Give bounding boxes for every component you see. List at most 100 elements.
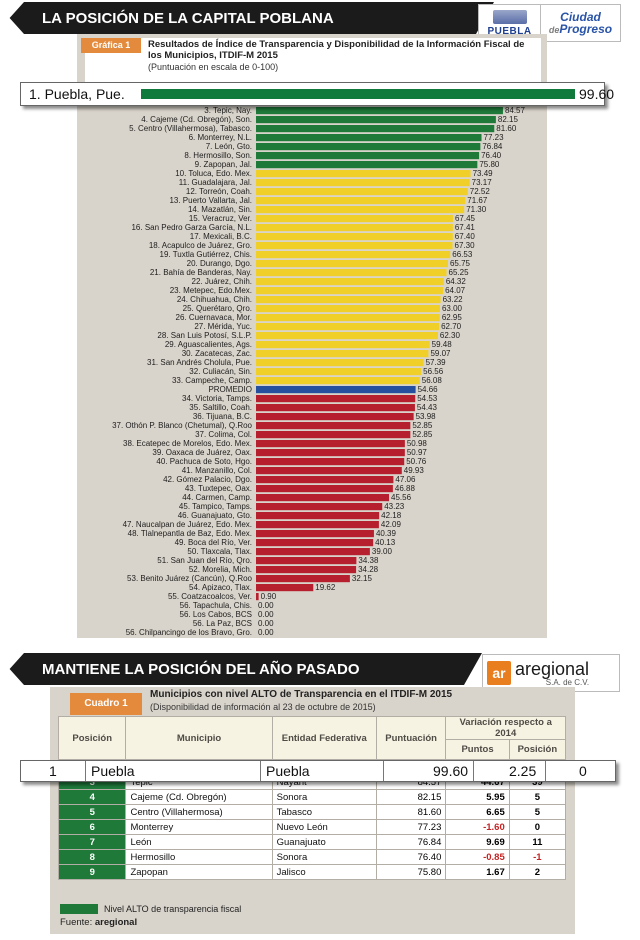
- bar-26: [256, 314, 440, 322]
- category-label: 38. Ecatepec de Morelos, Edo. Mex.: [123, 439, 252, 448]
- highlight-puebla-row: 1 Puebla Puebla 99.60 2.25 0: [20, 760, 616, 782]
- value-label: 54.43: [417, 403, 438, 412]
- bar-53: [256, 557, 357, 565]
- value-label: 71.30: [466, 205, 487, 214]
- bar-41: [256, 449, 405, 457]
- table-subtitle: (Disponibilidad de información al 23 de …: [150, 702, 376, 712]
- row-posicion: 5: [508, 789, 567, 805]
- category-label: 18. Acapulco de Juárez, Gro.: [149, 241, 252, 250]
- bar-17: [256, 233, 453, 241]
- bar-9: [256, 161, 478, 169]
- aregional-logo: ar aregional S.A. de C.V.: [482, 654, 620, 692]
- bar-45: [256, 485, 393, 493]
- row-pos: 5: [57, 804, 127, 820]
- table-row: 5 Centro (Villahermosa) Tabasco 81.60 6.65 5: [57, 804, 567, 820]
- col-posicion-var: Posición: [508, 739, 567, 760]
- city-seal-icon: [492, 9, 527, 24]
- bar-38: [256, 422, 411, 430]
- category-label: 4. Cajeme (Cd. Obregón), Son.: [141, 115, 252, 124]
- category-label: 28. San Luis Potosí, S.L.P.: [157, 331, 252, 340]
- col-variacion: Variación respecto a 2014: [445, 716, 566, 740]
- category-label: 34. Victoria, Tamps.: [182, 394, 252, 403]
- col-entidad: Entidad Federativa: [271, 716, 377, 760]
- category-label: 42. Gómez Palacio, Dgo.: [163, 475, 252, 484]
- section-banner-bottom: MANTIENE LA POSICIÓN DEL AÑO PASADO: [0, 653, 482, 685]
- col-municipio: Municipio: [125, 716, 273, 760]
- source-value: aregional: [94, 917, 138, 928]
- highlight-name: 1. Puebla, Pue.: [29, 86, 125, 102]
- row-entidad: Nuevo León: [271, 819, 377, 835]
- logo-line3: Progreso: [559, 21, 613, 36]
- col-posicion: Posición: [57, 716, 127, 760]
- value-label: 45.56: [391, 493, 412, 502]
- highlight-value: 99.60: [579, 86, 615, 102]
- value-label: 49.93: [404, 466, 425, 475]
- source-label: Fuente:: [60, 917, 93, 928]
- bar-56: [256, 584, 314, 592]
- bar-50: [256, 530, 374, 538]
- category-label: 26. Cuernavaca, Mor.: [176, 313, 252, 322]
- row-entidad: Sonora: [271, 789, 377, 805]
- bar-29: [256, 341, 430, 349]
- category-label: PROMEDIO: [208, 385, 252, 394]
- value-label: 34.38: [358, 556, 379, 565]
- bar-30: [256, 350, 429, 358]
- category-label: 5. Centro (Villahermosa), Tabasco.: [129, 124, 252, 133]
- table-row: 9 Zapopan Jalisco 75.80 1.67 2: [57, 864, 567, 880]
- row-pos: 7: [57, 834, 127, 850]
- bar-20: [256, 260, 448, 268]
- row-entidad: Jalisco: [271, 864, 377, 880]
- row-puntuacion: 76.84: [375, 834, 447, 850]
- bar-11: [256, 179, 470, 187]
- ranking-table: Posición Municipio Entidad Federativa Pu…: [57, 716, 567, 880]
- row-posicion: 2: [508, 864, 567, 880]
- row-pos: 8: [57, 849, 127, 865]
- value-label: 65.75: [450, 259, 471, 268]
- value-label: 56.08: [422, 376, 443, 385]
- row-puntuacion: 81.60: [375, 804, 447, 820]
- section-banner-top: LA POSICIÓN DE LA CAPITAL POBLANA: [0, 2, 494, 34]
- bar-5: [256, 125, 495, 133]
- value-label: 77.23: [484, 133, 505, 142]
- value-label: 53.98: [416, 412, 437, 421]
- bar-21: [256, 269, 447, 277]
- value-label: 62.95: [442, 313, 463, 322]
- bar-19: [256, 251, 451, 259]
- logo-word: PUEBLA: [487, 25, 532, 37]
- category-label: 45. Tampico, Tamps.: [179, 502, 252, 511]
- category-label: 56. Chilpancingo de los Bravo, Gro.: [126, 628, 252, 637]
- bar-35: [256, 395, 416, 403]
- bar-13: [256, 197, 466, 205]
- legend-swatch: [60, 904, 98, 914]
- row-posicion: 11: [508, 834, 567, 850]
- row-municipio: Monterrey: [125, 819, 273, 835]
- bar-27: [256, 323, 440, 331]
- bar-12: [256, 188, 468, 196]
- bar-54: [256, 566, 357, 574]
- bar-32: [256, 368, 422, 376]
- aregional-word: aregional: [515, 658, 590, 679]
- hl-posicion: 0: [579, 763, 587, 779]
- value-label: 64.32: [446, 277, 467, 286]
- category-label: 49. Boca del Río, Ver.: [175, 538, 252, 547]
- category-label: 22. Juárez, Chih.: [192, 277, 252, 286]
- row-puntuacion: 77.23: [375, 819, 447, 835]
- category-label: 24. Chihuahua, Chih.: [177, 295, 252, 304]
- row-municipio: León: [125, 834, 273, 850]
- row-posicion: 5: [508, 804, 567, 820]
- value-label: 19.62: [315, 583, 336, 592]
- category-label: 21. Bahía de Banderas, Nay.: [150, 268, 252, 277]
- category-label: 37. Othón P. Blanco (Chetumal), Q.Roo: [112, 421, 252, 430]
- bar-14: [256, 206, 465, 214]
- row-pos: 9: [57, 864, 127, 880]
- row-puntos: 9.69: [445, 834, 510, 850]
- bar-18: [256, 242, 453, 250]
- aregional-mark-icon: ar: [487, 661, 511, 685]
- value-label: 0.00: [258, 601, 274, 610]
- value-label: 84.57: [505, 106, 526, 115]
- puebla-logo: PUEBLA Ciudad deProgreso: [478, 4, 621, 42]
- table-tab: Cuadro 1: [70, 693, 142, 715]
- bar-6: [256, 134, 482, 142]
- bar-8: [256, 152, 480, 160]
- value-label: 65.25: [449, 268, 470, 277]
